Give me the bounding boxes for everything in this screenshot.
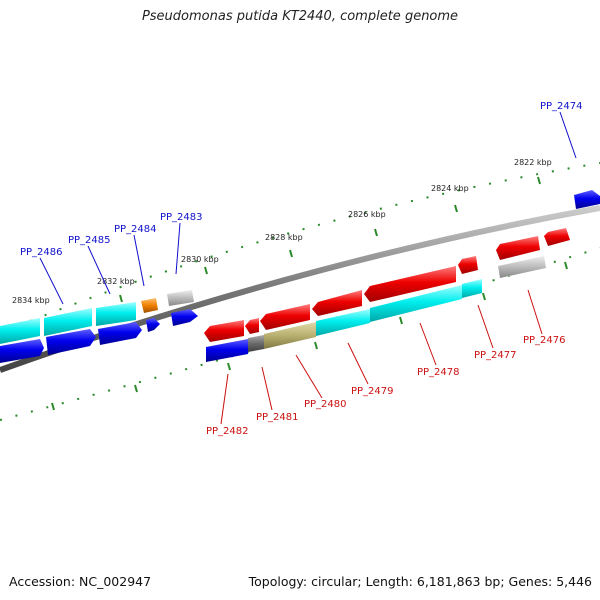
gene-label[interactable]: PP_2483 [160, 212, 203, 223]
accession-text: Accession: NC_002947 [9, 574, 152, 589]
gene-arrow[interactable] [248, 335, 264, 352]
gene-arrow[interactable] [364, 266, 456, 302]
gene-label[interactable]: PP_2485 [68, 235, 111, 246]
reverse-strand-genes [204, 228, 570, 362]
gene-label[interactable]: PP_2484 [114, 224, 157, 235]
gene-arrow[interactable] [204, 320, 244, 342]
gene-arrow[interactable] [496, 236, 540, 260]
gene-arrow[interactable] [167, 290, 194, 306]
gene-label[interactable]: PP_2476 [523, 335, 566, 346]
red-leader-lines [220, 289, 543, 425]
gene-arrow[interactable] [458, 256, 478, 274]
genome-summary-text: Topology: circular; Length: 6,181,863 bp… [248, 574, 592, 589]
gene-label[interactable]: PP_2479 [351, 386, 394, 397]
gene-arrow[interactable] [141, 298, 158, 313]
gene-label[interactable]: PP_2478 [417, 367, 460, 378]
outer-major-ticks [61, 176, 541, 324]
gene-label[interactable]: PP_2486 [20, 247, 63, 258]
gene-arrow[interactable] [544, 228, 570, 246]
gene-arrow[interactable] [370, 285, 462, 322]
kbp-label: 2832 kbp [97, 277, 135, 286]
gene-arrow[interactable] [146, 318, 160, 332]
gene-arrow[interactable] [312, 290, 362, 316]
gene-label[interactable]: PP_2481 [256, 412, 299, 423]
gene-arrow[interactable] [0, 318, 40, 344]
kbp-label: 2824 kbp [431, 184, 469, 193]
kbp-label: 2830 kbp [181, 255, 219, 264]
gene-label[interactable]: PP_2474 [540, 101, 583, 112]
kbp-label: 2822 kbp [514, 158, 552, 167]
gene-arrow[interactable] [171, 309, 198, 326]
gene-arrow[interactable] [46, 329, 96, 355]
gene-label[interactable]: PP_2480 [304, 399, 347, 410]
gene-arrow[interactable] [98, 322, 142, 345]
kbp-label: 2826 kbp [348, 210, 386, 219]
blue-leader-lines [39, 111, 577, 305]
gene-label[interactable]: PP_2477 [474, 350, 517, 361]
gene-arrow[interactable] [44, 308, 92, 336]
gene-arrow[interactable] [0, 339, 44, 363]
inner-major-ticks [51, 261, 568, 411]
gene-label[interactable]: PP_2482 [206, 426, 249, 437]
forward-strand-genes [0, 190, 600, 363]
gene-arrow[interactable] [260, 304, 310, 330]
gene-arrow[interactable] [316, 309, 370, 336]
gene-arrow[interactable] [245, 318, 259, 334]
gene-arrow[interactable] [264, 322, 316, 349]
kbp-label: 2828 kbp [265, 233, 303, 242]
gene-arrow[interactable] [462, 279, 482, 298]
gene-arrow[interactable] [574, 190, 600, 209]
gene-arrow[interactable] [498, 256, 546, 278]
gene-arrow[interactable] [206, 339, 248, 362]
kbp-label: 2834 kbp [12, 296, 50, 305]
gene-arrow[interactable] [96, 302, 136, 326]
genome-title: Pseudomonas putida KT2440, complete geno… [141, 9, 459, 24]
